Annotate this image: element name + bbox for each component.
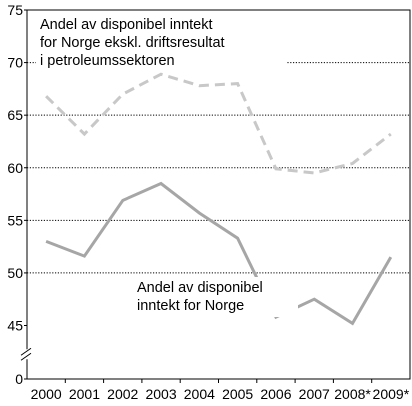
- x-tick-label-2001: 2001: [69, 386, 100, 402]
- series-line-total: [45, 181, 393, 326]
- x-tick-label-2004: 2004: [184, 386, 215, 402]
- annotation-line: for Norge ekskl. driftsresultat: [40, 35, 225, 51]
- annotation-ekskl: Andel av disponibel inntekt for Norge eks…: [36, 14, 286, 72]
- x-tick-label-2005: 2005: [222, 386, 253, 402]
- annotation-line: inntekt for Norge: [137, 298, 244, 314]
- annotation-total: Andel av disponibel inntekt for Norge: [133, 277, 298, 317]
- x-tick-label-2003: 2003: [145, 386, 176, 402]
- x-tick-label-2000: 2000: [31, 386, 62, 402]
- annotation-line: Andel av disponibel: [137, 280, 263, 296]
- y-tick-label-45: 45: [7, 318, 23, 334]
- axis-break-marker: [20, 347, 32, 361]
- annotation-line: i petroleumssektoren: [40, 53, 175, 69]
- axes: 0 45 50 55 60 65 70 75 2000 2001 2002 2003 2004 2005 2…: [7, 2, 409, 402]
- series-line-ekskl: [45, 72, 392, 175]
- annotation-line: Andel av disponibel inntekt: [40, 17, 213, 33]
- y-tick-label-75: 75: [7, 2, 23, 18]
- x-tick-label-2007: 2007: [299, 386, 330, 402]
- x-tick-label-2008*: 2008*: [334, 386, 371, 402]
- y-tick-label-65: 65: [7, 107, 23, 123]
- y-tick-label-60: 60: [7, 160, 23, 176]
- y-tick-label-0: 0: [15, 371, 23, 387]
- y-tick-label-70: 70: [7, 55, 23, 71]
- series: [45, 72, 393, 326]
- grid: [27, 62, 410, 274]
- x-tick-label-2006: 2006: [260, 386, 291, 402]
- y-tick-label-50: 50: [7, 265, 23, 281]
- x-tick-label-2009*: 2009*: [373, 386, 410, 402]
- annotations: Andel av disponibel inntekt for Norge eks…: [36, 14, 298, 317]
- y-tick-label-55: 55: [7, 212, 23, 228]
- x-tick-label-2002: 2002: [107, 386, 138, 402]
